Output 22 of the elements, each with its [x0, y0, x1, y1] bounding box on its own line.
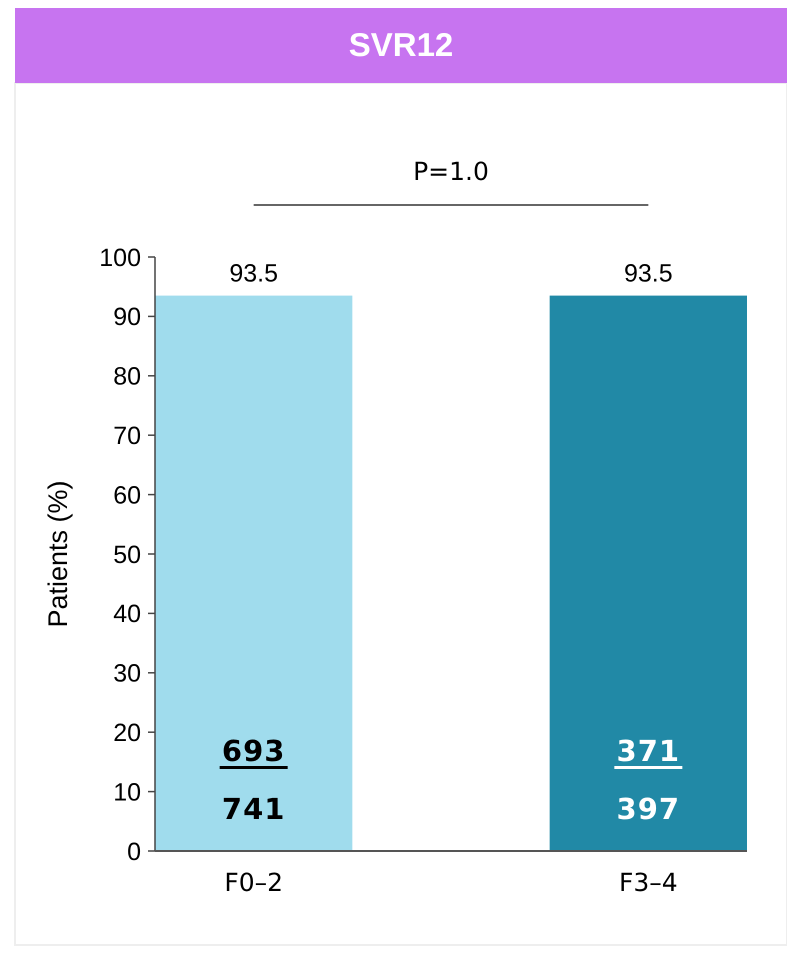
data-label: 93.5 [624, 260, 673, 288]
y-tick-label: 20 [113, 718, 141, 747]
annotation: 371 [616, 734, 680, 768]
y-tick-label: 80 [113, 362, 141, 391]
y-tick-label: 60 [113, 481, 141, 510]
y-tick-label: 40 [113, 600, 141, 628]
y-axis-title: Patients (%) [43, 480, 73, 628]
y-tick-label: 90 [113, 303, 141, 332]
data-label: 93.5 [229, 260, 278, 288]
annotation: 397 [616, 792, 680, 826]
y-tick-label: 70 [113, 422, 141, 450]
x-tick-label: F3–4 [618, 868, 678, 897]
text: P=1.0 [413, 157, 489, 186]
chart-title: SVR12 [348, 26, 454, 63]
annotation: 693 [222, 734, 286, 768]
x-tick-label: F0–2 [224, 868, 284, 897]
y-tick-label: 50 [113, 540, 141, 569]
y-tick-label: 0 [127, 838, 141, 866]
y-tick-label: 100 [99, 244, 141, 272]
annotation: 741 [222, 792, 286, 826]
y-tick-label: 10 [113, 778, 141, 806]
y-tick-label: 30 [113, 660, 141, 688]
